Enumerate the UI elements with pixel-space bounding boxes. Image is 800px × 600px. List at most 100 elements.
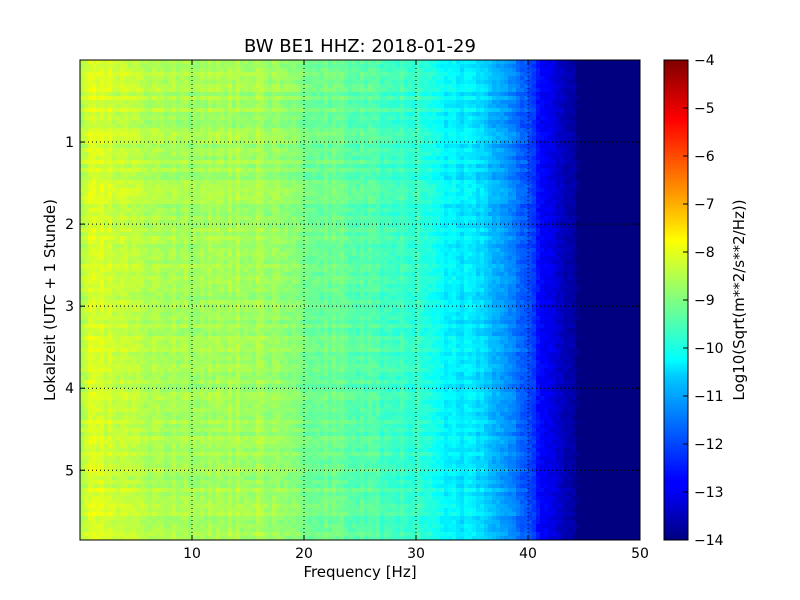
spectrogram-cell	[156, 412, 161, 417]
spectrogram-cell	[140, 252, 145, 257]
spectrogram-cell	[108, 268, 113, 273]
spectrogram-cell	[224, 500, 229, 505]
spectrogram-cell	[152, 296, 157, 301]
spectrogram-cell	[224, 396, 229, 401]
spectrogram-cell	[84, 112, 89, 117]
spectrogram-cell	[236, 368, 241, 373]
spectrogram-cell	[156, 304, 161, 309]
spectrogram-cell	[208, 356, 213, 361]
spectrogram-cell	[128, 520, 133, 525]
spectrogram-cell	[208, 320, 213, 325]
spectrogram-cell	[144, 436, 149, 441]
spectrogram-cell	[204, 412, 209, 417]
spectrogram-cell	[216, 380, 221, 385]
spectrogram-cell	[100, 520, 105, 525]
spectrogram-cell	[196, 464, 201, 469]
spectrogram-cell	[164, 492, 169, 497]
spectrogram-cell	[116, 512, 121, 517]
spectrogram-cell	[236, 316, 241, 321]
spectrogram-cell	[200, 228, 205, 233]
spectrogram-cell	[224, 164, 229, 169]
spectrogram-cell	[100, 536, 105, 540]
spectrogram-cell	[216, 284, 221, 289]
spectrogram-cell	[152, 456, 157, 461]
spectrogram-cell	[84, 368, 89, 373]
spectrogram-cell	[240, 448, 245, 453]
spectrogram-cell	[164, 292, 169, 297]
spectrogram-cell	[168, 132, 173, 137]
spectrogram-cell	[176, 484, 181, 489]
spectrogram-cell	[148, 360, 153, 365]
spectrogram-cell	[180, 60, 185, 65]
spectrogram-cell	[132, 232, 137, 237]
spectrogram-cell	[80, 296, 85, 301]
spectrogram-cell	[160, 308, 165, 313]
spectrogram-cell	[188, 236, 193, 241]
spectrogram-cell	[212, 436, 217, 441]
spectrogram-cell	[232, 60, 237, 65]
spectrogram-cell	[144, 288, 149, 293]
spectrogram-cell	[192, 356, 197, 361]
spectrogram-cell	[220, 440, 225, 445]
spectrogram-cell	[208, 464, 213, 469]
spectrogram-cell	[92, 472, 97, 477]
spectrogram-cell	[100, 180, 105, 185]
spectrogram-cell	[188, 68, 193, 73]
spectrogram-cell	[92, 236, 97, 241]
spectrogram-cell	[88, 472, 93, 477]
spectrogram-cell	[188, 524, 193, 529]
spectrogram-cell	[96, 292, 101, 297]
spectrogram-cell	[220, 408, 225, 413]
spectrogram-cell	[236, 212, 241, 217]
spectrogram-cell	[152, 512, 157, 517]
spectrogram-cell	[144, 276, 149, 281]
spectrogram-cell	[192, 484, 197, 489]
spectrogram-cell	[204, 256, 209, 261]
spectrogram-cell	[148, 120, 153, 125]
spectrogram-cell	[184, 276, 189, 281]
spectrogram-cell	[128, 92, 133, 97]
spectrogram-cell	[148, 240, 153, 245]
spectrogram-cell	[188, 100, 193, 105]
spectrogram-cell	[180, 492, 185, 497]
spectrogram-cell	[192, 136, 197, 141]
spectrogram-cell	[224, 72, 229, 77]
spectrogram-cell	[96, 400, 101, 405]
spectrogram-cell	[140, 316, 145, 321]
spectrogram-cell	[164, 452, 169, 457]
spectrogram-cell	[88, 236, 93, 241]
spectrogram-cell	[172, 368, 177, 373]
spectrogram-cell	[80, 492, 85, 497]
spectrogram-cell	[132, 260, 137, 265]
spectrogram-cell	[108, 116, 113, 121]
spectrogram-cell	[84, 384, 89, 389]
spectrogram-cell	[112, 492, 117, 497]
spectrogram-cell	[208, 340, 213, 345]
spectrogram-cell	[88, 272, 93, 277]
spectrogram-cell	[152, 304, 157, 309]
spectrogram-cell	[108, 112, 113, 117]
spectrogram-cell	[156, 92, 161, 97]
spectrogram-cell	[108, 440, 113, 445]
spectrogram-cell	[216, 436, 221, 441]
spectrogram-cell	[108, 168, 113, 173]
spectrogram-cell	[164, 104, 169, 109]
spectrogram-cell	[88, 180, 93, 185]
spectrogram-cell	[184, 416, 189, 421]
spectrogram-cell	[228, 380, 233, 385]
spectrogram-cell	[96, 468, 101, 473]
spectrogram-cell	[164, 536, 169, 540]
spectrogram-cell	[192, 252, 197, 257]
spectrogram-cell	[200, 340, 205, 345]
spectrogram-cell	[204, 284, 209, 289]
spectrogram-cell	[128, 456, 133, 461]
spectrogram-cell	[212, 108, 217, 113]
spectrogram-cell	[176, 180, 181, 185]
spectrogram-cell	[176, 416, 181, 421]
spectrogram-cell	[80, 128, 85, 133]
spectrogram-cell	[172, 452, 177, 457]
spectrogram-cell	[180, 192, 185, 197]
spectrogram-cell	[188, 404, 193, 409]
spectrogram-cell	[216, 316, 221, 321]
spectrogram-cell	[176, 508, 181, 513]
